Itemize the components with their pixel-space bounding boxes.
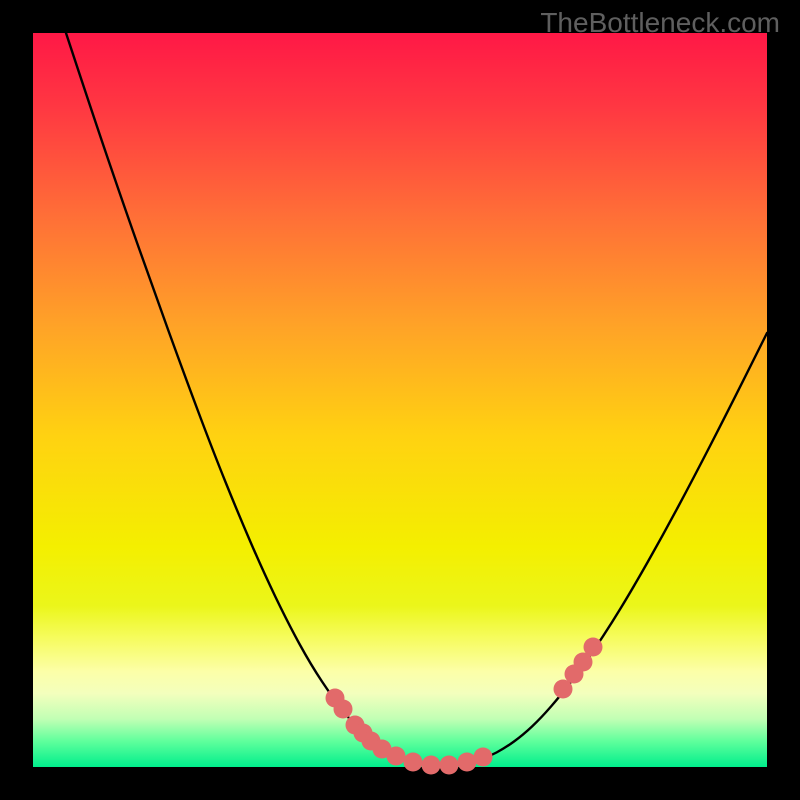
chart-canvas: TheBottleneck.com: [0, 0, 800, 800]
data-marker: [584, 638, 603, 657]
data-marker: [404, 753, 423, 772]
curve-layer: [33, 33, 767, 767]
data-marker: [440, 756, 459, 775]
plot-area: [33, 33, 767, 767]
data-marker: [387, 747, 406, 766]
data-marker: [422, 756, 441, 775]
bottleneck-curve: [66, 33, 767, 766]
data-markers: [326, 638, 603, 775]
data-marker: [334, 700, 353, 719]
watermark-text: TheBottleneck.com: [540, 7, 780, 39]
data-marker: [474, 748, 493, 767]
